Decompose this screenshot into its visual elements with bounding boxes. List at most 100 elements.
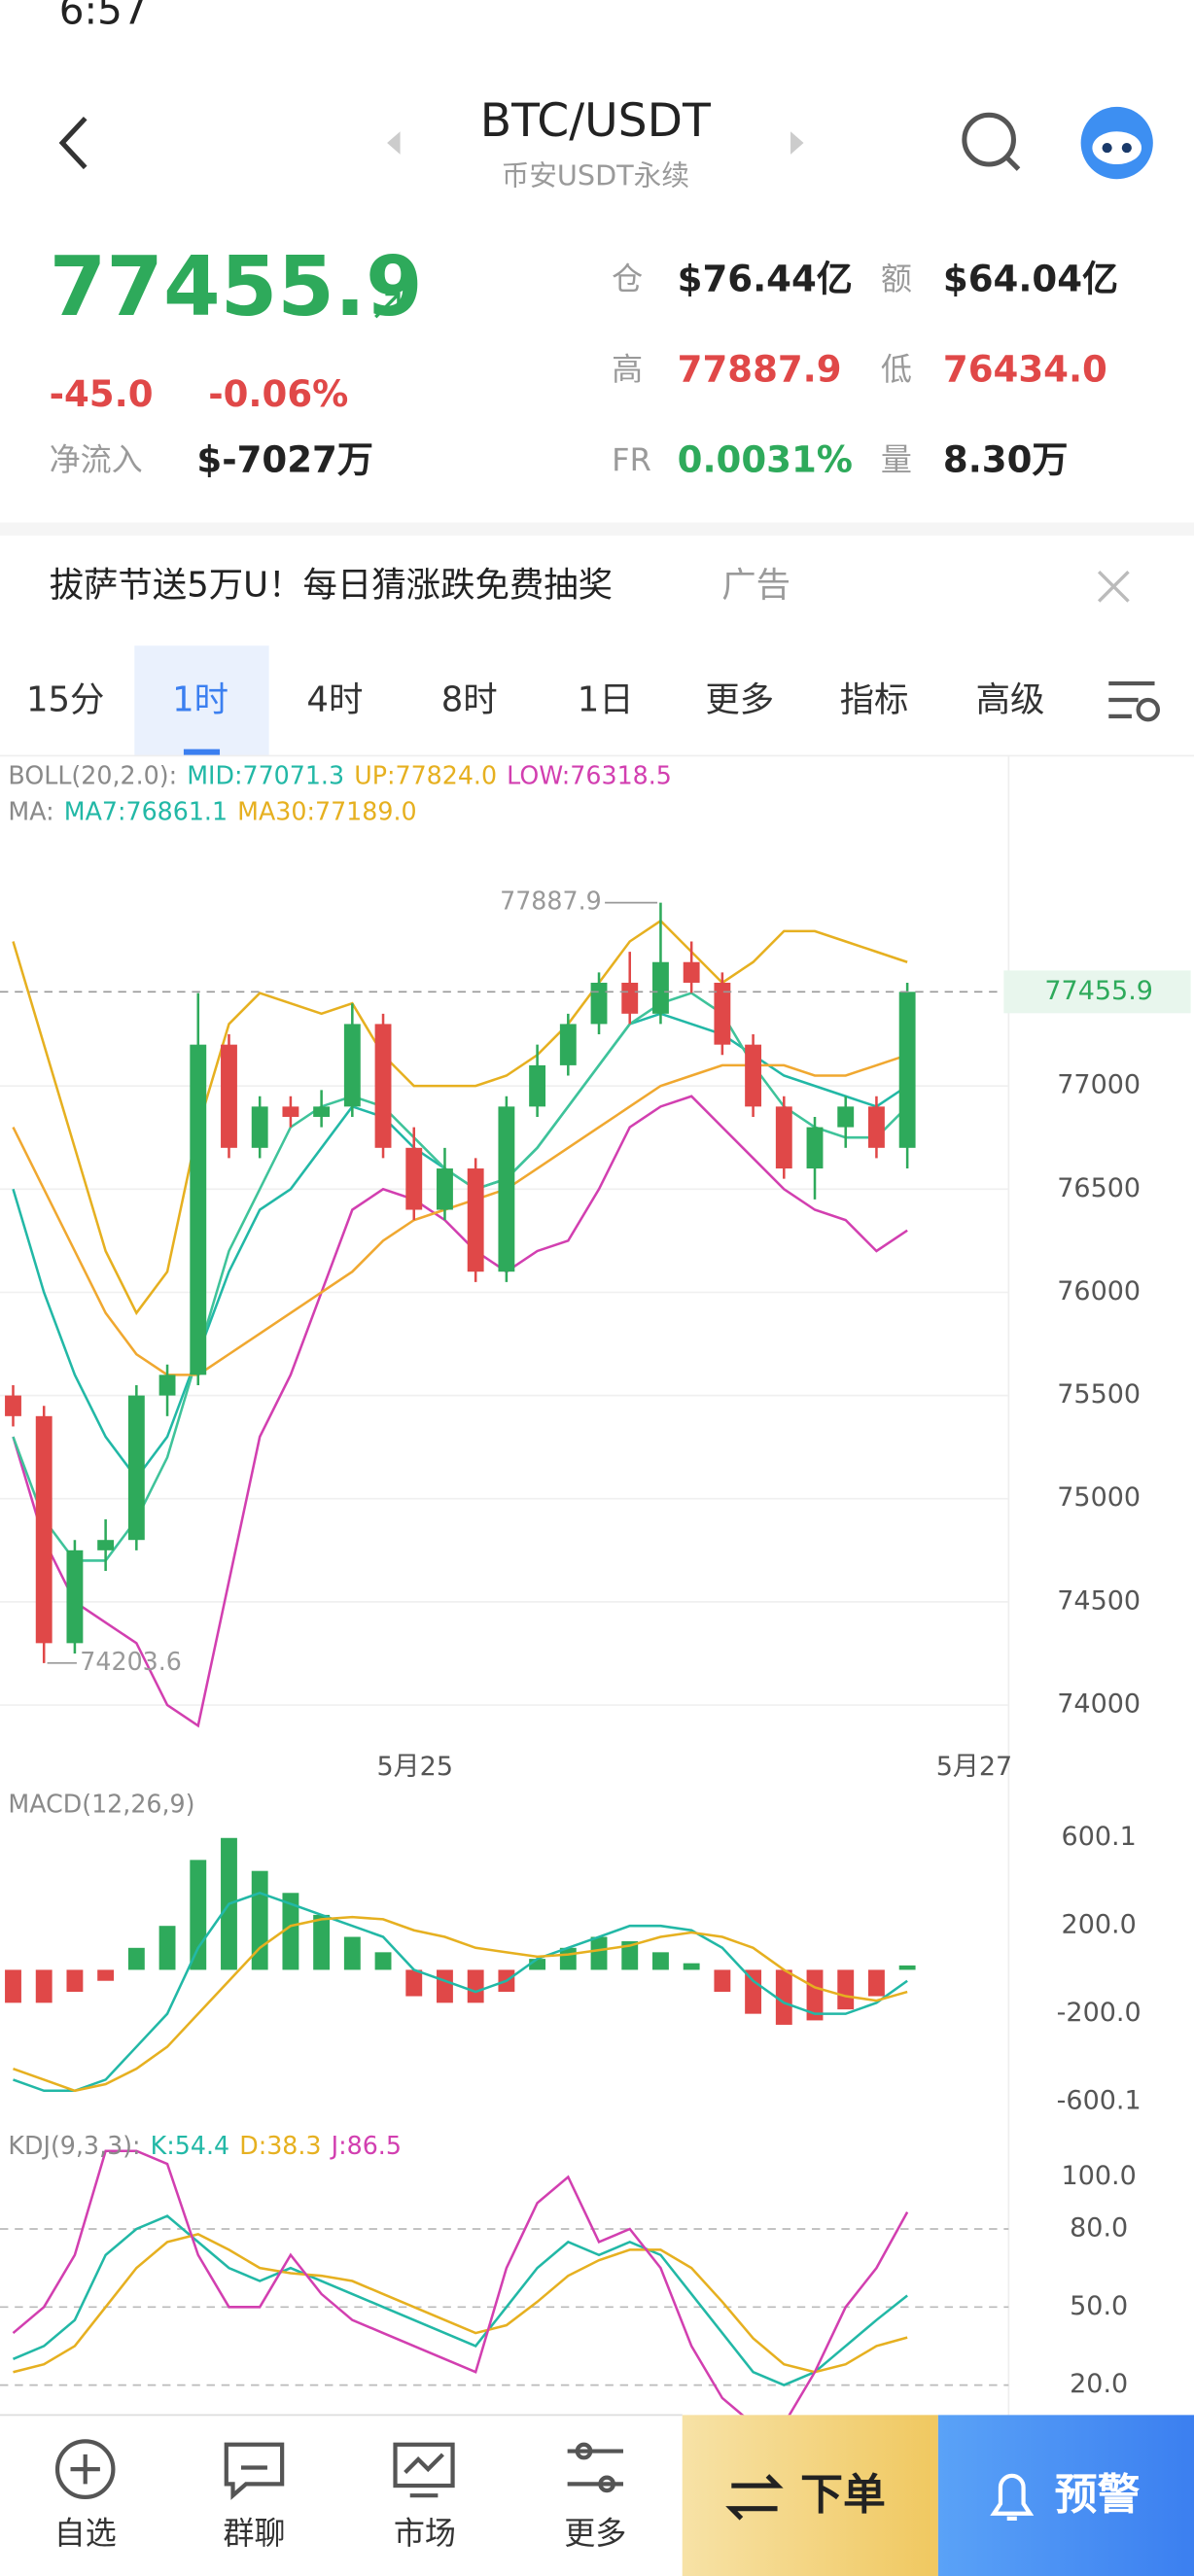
interval-tab[interactable]: 指标: [840, 680, 909, 720]
indicator-line: [12, 2149, 909, 2416]
search-icon[interactable]: [962, 112, 1021, 171]
candle-body: [35, 1415, 53, 1644]
fr-label: FR: [612, 441, 651, 478]
avatar[interactable]: [1080, 106, 1153, 180]
back-button[interactable]: [58, 116, 88, 170]
last-price-tag: 77455.9: [1044, 976, 1153, 1006]
y-tick-label: 77000: [1057, 1070, 1141, 1100]
legend-entry: MA7:76861.1: [64, 797, 228, 826]
low-label: 低: [881, 351, 912, 388]
macd-bar: [867, 1969, 885, 1997]
y-tick-label: 76000: [1057, 1276, 1141, 1306]
y-tick-label: 74500: [1057, 1585, 1141, 1616]
ad-text[interactable]: 拔萨节送5万U！每日猜涨跌免费抽奖: [50, 565, 614, 605]
candle-body: [498, 1106, 515, 1272]
high: 77887.9: [678, 348, 842, 390]
nav-label[interactable]: 市场: [394, 2515, 456, 2552]
macd-bar: [745, 1969, 762, 2014]
legend-entry: MA30:77189.0: [237, 797, 416, 826]
min-marker: 74203.6: [80, 1647, 182, 1676]
indicator-line: [12, 1012, 908, 1480]
legend-entry: UP:77824.0: [354, 760, 497, 789]
interval-tab[interactable]: 1日: [578, 680, 634, 720]
indicator-line: [12, 992, 909, 1562]
candle-body: [97, 1540, 115, 1550]
nav-label[interactable]: 群聊: [223, 2515, 285, 2552]
macd-bar: [467, 1969, 484, 2003]
status-time: 6:57: [59, 0, 148, 34]
candle-body: [590, 982, 608, 1025]
order-button[interactable]: [682, 2415, 938, 2576]
macd-bar: [775, 1969, 792, 2025]
last-price: 77455.9: [50, 239, 423, 334]
candle-body: [405, 1147, 423, 1210]
settings-icon[interactable]: [1108, 680, 1160, 722]
amount-label: 额: [881, 261, 912, 297]
x-tick-label: 5月27: [936, 1752, 1012, 1782]
alert-button[interactable]: [937, 2415, 1194, 2576]
macd-bar: [437, 1969, 453, 2003]
nav-label[interactable]: 自选: [54, 2515, 117, 2552]
candle-body: [683, 961, 700, 983]
y-tick-label: 74000: [1057, 1689, 1141, 1720]
macd-bar: [714, 1969, 731, 1993]
candle-body: [652, 961, 669, 1014]
macd-bar: [405, 1969, 423, 1997]
macd-bar: [35, 1969, 53, 2003]
macd-bar: [190, 1860, 207, 1970]
candle-body: [282, 1106, 299, 1117]
x-tick-label: 5月25: [377, 1752, 453, 1782]
legend-entry: K:54.4: [151, 2131, 229, 2160]
legend: BOLL(20,2.0): MID:77071.3 UP:77824.0 LOW:76…: [8, 760, 671, 789]
candle-body: [313, 1106, 331, 1117]
macd-bar: [282, 1893, 299, 1970]
y-tick-label: 75500: [1057, 1379, 1141, 1410]
change: -45.0: [50, 373, 154, 415]
macd-bar: [837, 1969, 855, 2010]
candle-body: [127, 1395, 145, 1541]
interval-tab[interactable]: 15分: [26, 680, 104, 720]
indicator-line: [13, 2214, 908, 2386]
macd-bar: [621, 1941, 639, 1970]
legend: MACD(12,26,9): [8, 1789, 194, 1818]
y-tick-label: 200.0: [1062, 1910, 1137, 1940]
indicator-line: [12, 919, 908, 1316]
interval-tab[interactable]: 8时: [441, 680, 498, 720]
interval-tab[interactable]: 4时: [306, 680, 363, 720]
bell-icon: [990, 2473, 1035, 2521]
macd-bar: [590, 1936, 608, 1970]
legend-entry: D:38.3: [239, 2131, 321, 2160]
nav-label[interactable]: 更多: [564, 2515, 626, 2552]
y-tick-label: 20.0: [1070, 2369, 1128, 2399]
y-tick-label: 100.0: [1062, 2161, 1137, 2191]
candle-body: [867, 1106, 885, 1148]
legend: KDJ(9,3,3): K:54.4 D:38.3 J:86.5: [8, 2131, 402, 2160]
nav-icons: [54, 2439, 623, 2500]
candle-body: [714, 982, 731, 1045]
y-tick-label: 600.1: [1062, 1822, 1137, 1852]
legend-entry: MID:77071.3: [187, 760, 344, 789]
y-tick-label: 75000: [1057, 1482, 1141, 1513]
indicator-line: [13, 1891, 908, 2093]
macd-bar: [683, 1963, 700, 1970]
interval-tab[interactable]: 高级: [976, 680, 1045, 720]
interval-tab[interactable]: 更多: [705, 680, 774, 720]
indicator-line: [12, 1054, 908, 1376]
pair-subtitle: 币安USDT永续: [502, 159, 689, 192]
macd-bar: [374, 1952, 392, 1970]
macd-bar: [343, 1936, 361, 1970]
y-tick-label: 50.0: [1070, 2291, 1128, 2321]
swap-icon: [725, 2474, 784, 2521]
candle-body: [343, 1024, 361, 1107]
ad-close[interactable]: [1097, 570, 1130, 603]
interval-tab[interactable]: 1时: [172, 680, 228, 720]
pair-title: BTC/USDT: [480, 94, 712, 148]
candle-body: [190, 1044, 207, 1375]
macd-bar: [898, 1965, 916, 1970]
change-pct: -0.06%: [208, 373, 348, 415]
high-label: 高: [612, 351, 643, 388]
ad-tag: 广告: [721, 565, 790, 605]
order-label[interactable]: 下单: [800, 2470, 886, 2520]
candle-body: [745, 1044, 762, 1107]
alert-label[interactable]: 预警: [1055, 2470, 1141, 2520]
